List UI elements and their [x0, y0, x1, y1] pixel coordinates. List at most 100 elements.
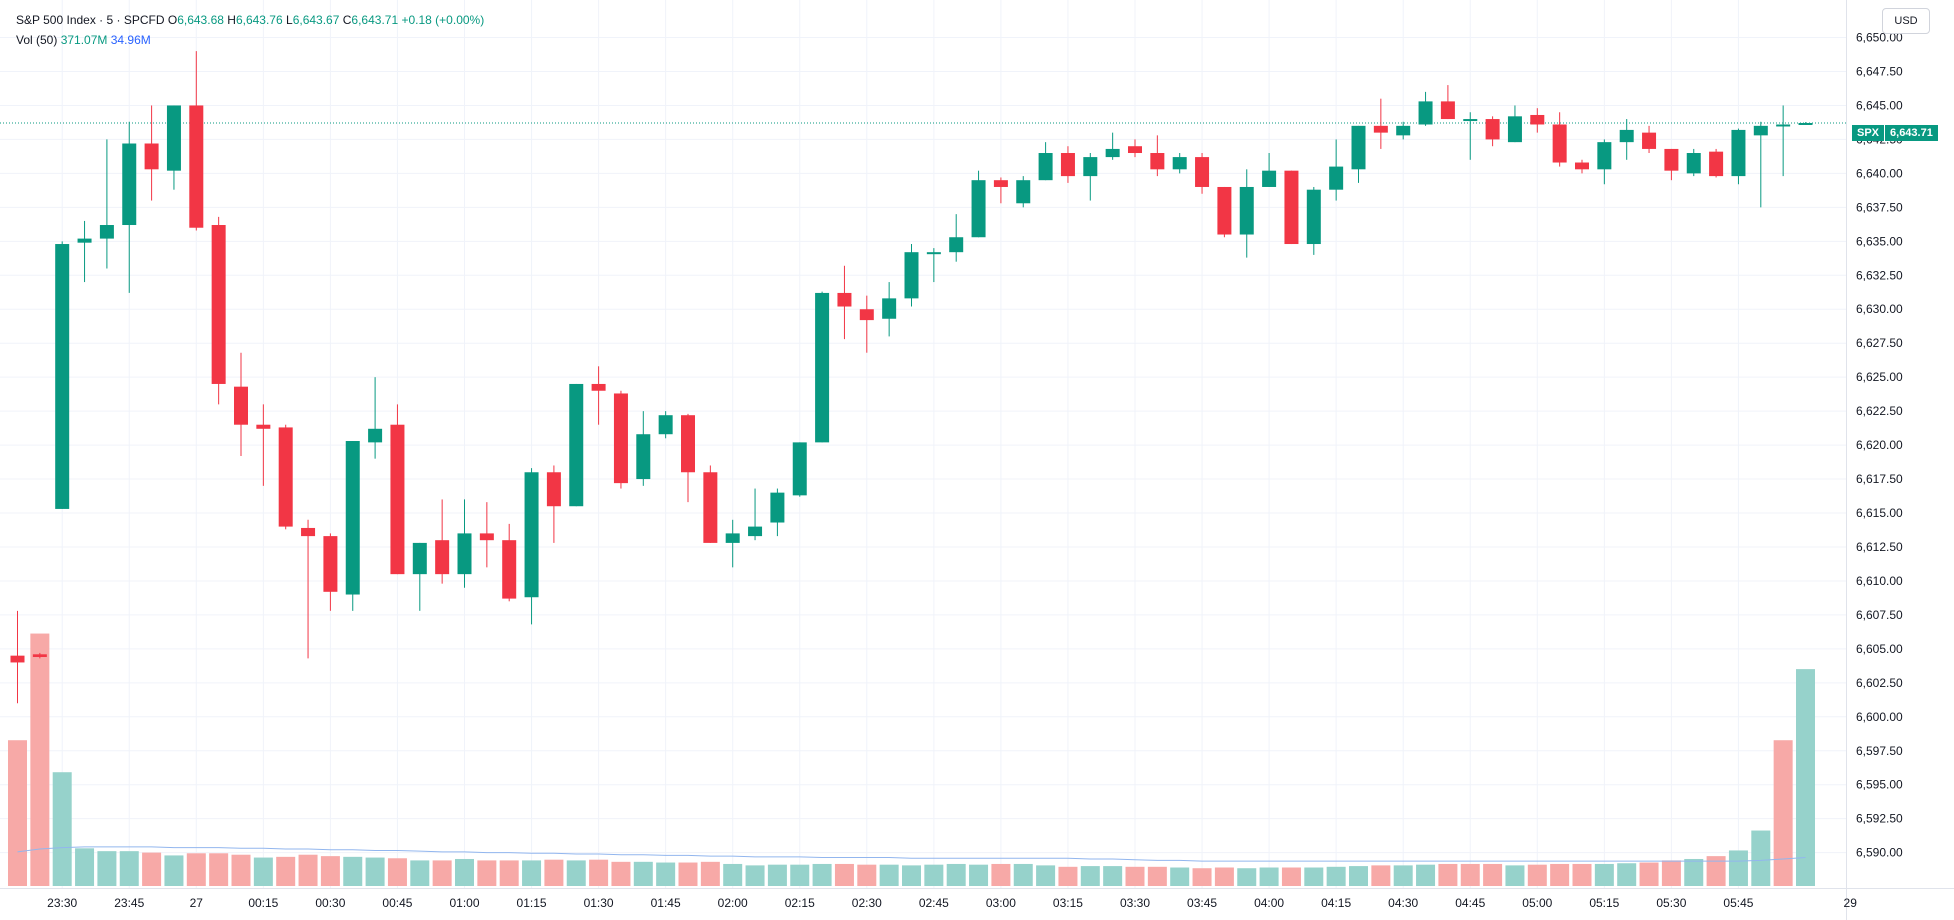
candle-body [792, 442, 807, 496]
y-tick-label: 6,607.50 [1856, 608, 1903, 622]
y-tick-label: 6,612.50 [1856, 540, 1903, 554]
ohlc-row: S&P 500 Index · 5 · SPCFD O6,643.68 H6,6… [16, 10, 484, 30]
y-tick-label: 6,627.50 [1856, 336, 1903, 350]
y-tick-label: 6,632.50 [1856, 268, 1903, 282]
candle-body [1686, 153, 1701, 174]
x-tick-label: 03:00 [986, 896, 1016, 910]
volume-bar [857, 864, 877, 886]
change-value: +0.18 (+0.00%) [401, 13, 485, 27]
candle-body [479, 533, 494, 541]
volume-bar [387, 858, 407, 886]
candle-body [301, 527, 316, 537]
low-label: L [286, 13, 293, 27]
x-tick-label: 27 [190, 896, 204, 910]
volume-bar [1326, 866, 1346, 886]
volume-bar [1773, 740, 1793, 886]
x-tick-label: 05:45 [1723, 896, 1753, 910]
x-tick-label: 01:30 [584, 896, 614, 910]
candle-body [457, 533, 472, 575]
candle-body [32, 654, 47, 658]
volume-bar [1617, 863, 1637, 886]
candle-body [10, 655, 25, 663]
x-tick-label: 29 [1844, 896, 1858, 910]
y-tick-label: 6,620.00 [1856, 438, 1903, 452]
candle-body [815, 292, 830, 443]
x-tick-label: 05:30 [1656, 896, 1686, 910]
y-tick-label: 6,640.00 [1856, 166, 1903, 180]
candle-body [1776, 124, 1791, 127]
volume-bar [455, 858, 474, 886]
price-axis[interactable]: 6,650.006,647.506,645.006,642.506,640.00… [1856, 31, 1903, 860]
candle-body [1642, 132, 1657, 149]
volume-bar [186, 853, 206, 886]
candle-body [1060, 153, 1075, 177]
candle-body [613, 393, 628, 484]
y-tick-label: 6,597.50 [1856, 744, 1903, 758]
candle-body [971, 180, 986, 238]
candle-body [770, 492, 785, 523]
volume-bar [969, 864, 989, 886]
volume-bar [1393, 865, 1413, 886]
candle-body [55, 244, 70, 509]
symbol-title[interactable]: S&P 500 Index · 5 · SPCFD [16, 13, 165, 27]
volume-bar [343, 856, 363, 886]
volume-bar [209, 853, 229, 886]
candle-body [412, 542, 427, 575]
candle-body [368, 428, 383, 443]
volume-bar [1460, 863, 1480, 886]
currency-button[interactable]: USD [1882, 8, 1930, 34]
volume-bar [522, 860, 542, 886]
candle-body [1396, 125, 1411, 136]
close-label: C [342, 13, 352, 27]
volume-bar [1527, 864, 1547, 886]
candle-body [1664, 148, 1679, 171]
candle-body [1530, 114, 1545, 125]
candle-body [1150, 153, 1165, 170]
y-tick-label: 6,617.50 [1856, 472, 1903, 486]
y-tick-label: 6,605.00 [1856, 642, 1903, 656]
volume-bar [1728, 850, 1748, 886]
volume-bar [52, 772, 72, 886]
candle-body [1105, 148, 1120, 158]
volume-bar [700, 861, 720, 886]
volume-bar [1438, 863, 1458, 886]
volume-bar [1304, 867, 1324, 886]
x-tick-label: 00:30 [315, 896, 345, 910]
grid-lines [0, 0, 1846, 888]
candle-body [502, 540, 517, 599]
volume-bars [8, 633, 1815, 886]
volume-bar [745, 865, 765, 886]
candle-body [1619, 129, 1634, 143]
volume-bar [1572, 863, 1592, 886]
candle-body [211, 225, 226, 384]
y-tick-label: 6,650.00 [1856, 31, 1903, 45]
candle-body [1731, 129, 1746, 177]
volume-bar [723, 863, 743, 886]
candle-body [569, 383, 584, 507]
y-tick-label: 6,647.50 [1856, 65, 1903, 79]
time-axis[interactable]: 23:30 23:45 27 00:15 00:30 00:45 01:00 01:15 01:… [47, 896, 1857, 910]
volume-bar [365, 857, 385, 886]
candle-body [636, 434, 651, 480]
candle-body [166, 105, 181, 171]
x-tick-label: 00:15 [248, 896, 278, 910]
volume-label[interactable]: Vol (50) [16, 33, 58, 47]
volume-ma-value: 34.96M [110, 33, 151, 47]
candle-body [1016, 180, 1031, 204]
volume-bar [320, 856, 340, 886]
volume-bar [1192, 868, 1212, 886]
x-tick-label: 04:15 [1321, 896, 1351, 910]
volume-bar [1550, 863, 1570, 886]
low-value: 6,643.67 [292, 13, 340, 27]
candle-body [77, 238, 92, 243]
candle-body [1709, 151, 1724, 177]
candle-body [1284, 170, 1299, 245]
candle-body [323, 536, 338, 592]
candle-body [993, 180, 1008, 187]
volume-bar [1349, 866, 1368, 886]
y-tick-label: 6,615.00 [1856, 506, 1903, 520]
volume-bar [902, 865, 921, 886]
candle-body [256, 424, 271, 429]
volume-bar [767, 864, 787, 886]
